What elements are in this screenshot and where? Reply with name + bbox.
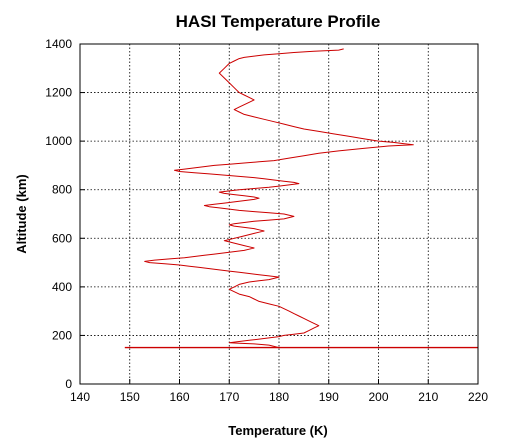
x-tick-label: 190 [319, 390, 339, 404]
y-tick-label: 0 [65, 377, 72, 391]
y-tick-label: 200 [52, 328, 72, 342]
chart-title: HASI Temperature Profile [176, 12, 381, 31]
x-tick-label: 200 [368, 390, 388, 404]
x-axis-label: Temperature (K) [228, 423, 327, 438]
y-tick-labels: 0 200 400 600 800 1000 1200 1400 [45, 37, 72, 391]
plot-frame [79, 43, 479, 385]
y-tick-label: 1200 [45, 86, 72, 100]
x-tick-label: 210 [418, 390, 438, 404]
x-tick-labels: 140 150 160 170 180 190 200 210 220 [70, 390, 488, 404]
x-tick-label: 180 [269, 390, 289, 404]
y-tick-label: 1400 [45, 37, 72, 51]
x-tick-label: 170 [219, 390, 239, 404]
y-tick-label: 400 [52, 280, 72, 294]
y-tick-label: 800 [52, 183, 72, 197]
y-tick-label: 600 [52, 231, 72, 245]
y-tick-label: 1000 [45, 134, 72, 148]
x-tick-label: 150 [120, 390, 140, 404]
x-tick-label: 220 [468, 390, 488, 404]
x-tick-label: 160 [169, 390, 189, 404]
x-tick-label: 140 [70, 390, 90, 404]
plot-series [124, 48, 478, 349]
temperature-profile-line [144, 48, 414, 349]
y-axis-label: Altitude (km) [14, 174, 29, 253]
